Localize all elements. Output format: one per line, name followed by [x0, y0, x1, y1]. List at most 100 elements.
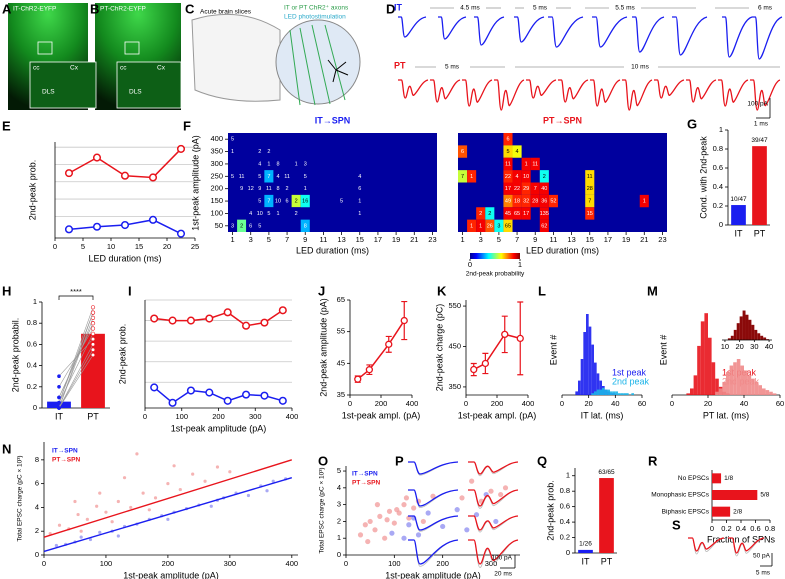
cell-count: 32: [523, 199, 529, 205]
y-axis-label: Total EPSC charge (pC × 10³): [319, 467, 326, 553]
histogram-bar: [766, 339, 770, 340]
y-tick-label: 2: [337, 516, 341, 525]
y-axis-label: Event #: [548, 335, 558, 366]
cell-count: 1: [470, 174, 473, 180]
x-tick-label: 0.4: [736, 524, 746, 533]
region-label: Cx: [70, 65, 79, 72]
cell-count: 6: [286, 199, 289, 205]
trace: [408, 539, 459, 565]
y-tick-label: 0.4: [27, 361, 37, 370]
heatmap-cell: [503, 207, 513, 220]
histogram-bar: [736, 359, 741, 395]
histogram-bar: [730, 335, 734, 340]
heatmap-cell: [273, 207, 283, 220]
heatmap-cell: [355, 170, 365, 183]
trace: [558, 79, 589, 103]
y-tick-label: 0.2: [713, 201, 723, 210]
heatmap-cell: [282, 194, 292, 208]
histogram-bar: [690, 388, 694, 395]
trace: [468, 515, 519, 531]
scatter-point: [172, 464, 176, 468]
cell-count: 18: [514, 199, 520, 205]
point: [205, 388, 214, 397]
heatmap-cell: [300, 157, 310, 171]
cell-count: 4: [516, 149, 519, 155]
heatmap-cell: [264, 170, 274, 183]
histogram-bar: [736, 323, 740, 340]
legend-label: IT→SPN: [52, 448, 78, 455]
heatmap-cell: [521, 207, 531, 220]
cell-count: 6: [506, 137, 509, 143]
scatter-point: [98, 491, 102, 495]
scatter-point: [116, 534, 120, 538]
pair-line: [58, 317, 94, 409]
heatmap-cell: [237, 182, 247, 195]
pair-point: [90, 342, 96, 347]
pair-point: [90, 326, 96, 331]
y-tick-label: 350: [448, 382, 461, 391]
y-tick-label: 1: [33, 297, 37, 306]
x-tick-label: 100: [100, 559, 113, 568]
y-axis-label: Total EPSC charge (pC × 10³): [17, 455, 24, 541]
scatter-point: [406, 515, 412, 521]
scatter-point: [362, 522, 368, 528]
duration-label: 10 ms: [631, 64, 649, 71]
heatmap-cell: [548, 194, 558, 208]
heatmap-cell: [467, 170, 477, 183]
x-tick-label: 15: [135, 242, 143, 251]
scatter-point: [110, 520, 114, 524]
x-tick-label: 400: [286, 559, 299, 568]
histogram-bar: [751, 378, 755, 395]
y-axis-label: 1st-peak amplitude (pA): [190, 135, 200, 231]
value-label: 63/65: [598, 469, 615, 476]
scatter-point: [384, 517, 390, 523]
slice-cartoon: [191, 13, 281, 102]
heatmap-cell: [291, 157, 301, 171]
y-tick-label: 0.2: [27, 382, 37, 391]
heatmap-cell: [237, 170, 247, 183]
heatmap-cell: [355, 207, 365, 220]
x-tick-label: 100: [175, 412, 188, 421]
heatmap-cell: [585, 194, 595, 208]
y-axis-label: 2nd-peak prob.: [27, 160, 37, 221]
scatter-point: [79, 535, 83, 539]
heatmap-cell: [503, 170, 513, 183]
panel-letter: R: [648, 453, 658, 468]
histogram-bar: [596, 389, 600, 395]
pair-line: [58, 338, 94, 377]
histogram-bar: [754, 381, 759, 395]
colorbar: [470, 253, 520, 259]
trace: [408, 515, 459, 531]
cell-count: 1: [295, 161, 298, 167]
x-tick-label: 300: [224, 559, 237, 568]
histogram-bar: [733, 329, 737, 340]
point: [148, 173, 158, 182]
trace: [438, 16, 467, 40]
pair-point: [90, 331, 96, 336]
cell-count: 11: [284, 174, 290, 180]
scatter-point: [469, 478, 475, 484]
scatter-point: [209, 504, 213, 508]
histogram-bar: [610, 391, 613, 395]
x-tick-label: 0: [464, 399, 468, 408]
cell-count: 29: [523, 186, 529, 192]
histogram-bar: [715, 378, 719, 395]
scatter-point: [79, 529, 83, 533]
trace: [718, 79, 749, 107]
x-tick-label: 1: [460, 235, 464, 244]
pair-line: [58, 349, 94, 409]
y-tick-label: 6: [35, 479, 39, 488]
heatmap-cell: [264, 194, 274, 208]
y-tick-label: 45: [337, 358, 345, 367]
histogram-bar: [620, 393, 624, 395]
scatter-point: [215, 465, 220, 469]
x-tick-label: 9: [303, 235, 307, 244]
scatter-point: [147, 508, 151, 512]
scale-label: 100 pA: [491, 555, 512, 562]
y-tick-label: 50: [215, 221, 223, 230]
histogram-bar: [604, 389, 608, 395]
value-label: 1/8: [724, 475, 733, 482]
scatter-point: [228, 470, 232, 474]
y-tick-label: 5: [337, 466, 341, 475]
panel-letter: I: [128, 283, 132, 298]
